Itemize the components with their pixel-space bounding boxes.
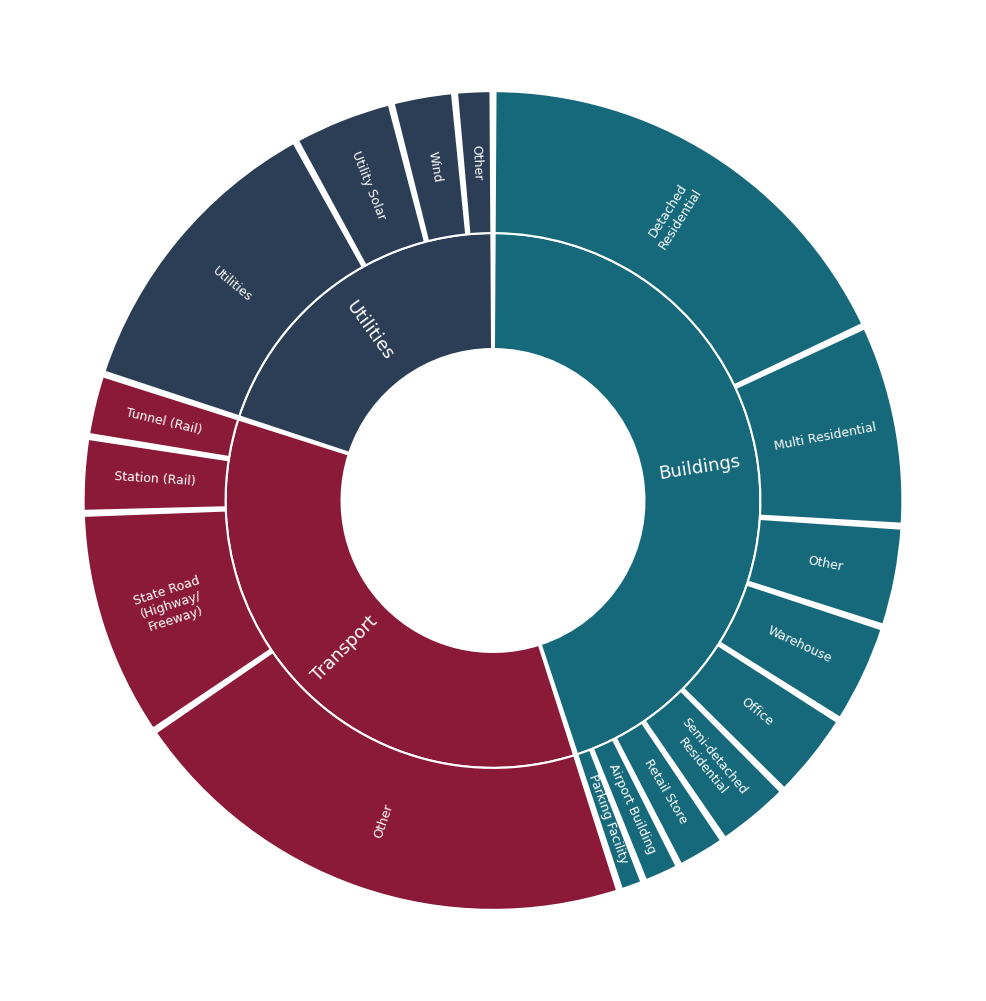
Text: Detached
Residential: Detached Residential <box>644 178 705 251</box>
Wedge shape <box>736 328 902 524</box>
Text: Warehouse: Warehouse <box>765 624 833 666</box>
Wedge shape <box>495 91 863 385</box>
Text: Transport: Transport <box>309 613 382 685</box>
Text: Office: Office <box>739 696 776 729</box>
Text: Airport Building: Airport Building <box>606 762 659 856</box>
Text: Other: Other <box>469 144 484 180</box>
Text: Utility Solar: Utility Solar <box>349 150 387 222</box>
Wedge shape <box>593 740 676 880</box>
Text: Buildings: Buildings <box>658 452 742 483</box>
Text: Wind: Wind <box>426 150 444 184</box>
Wedge shape <box>393 93 466 241</box>
Wedge shape <box>240 233 492 452</box>
Wedge shape <box>747 519 901 625</box>
Text: Station (Rail): Station (Rail) <box>114 470 196 488</box>
Wedge shape <box>105 143 363 416</box>
Text: Utilities: Utilities <box>342 298 397 364</box>
Text: Other: Other <box>807 555 844 574</box>
Wedge shape <box>457 91 491 234</box>
Wedge shape <box>683 646 837 788</box>
Wedge shape <box>494 233 760 755</box>
Wedge shape <box>84 511 271 729</box>
Text: Other: Other <box>372 802 395 840</box>
Text: Retail Store: Retail Store <box>641 757 689 827</box>
Wedge shape <box>298 104 425 265</box>
Wedge shape <box>89 376 239 457</box>
Wedge shape <box>616 723 721 864</box>
Wedge shape <box>645 691 781 838</box>
Text: Semi-detached
Residential: Semi-detached Residential <box>668 716 749 807</box>
Wedge shape <box>84 438 229 511</box>
Text: Utilities: Utilities <box>210 265 254 305</box>
Wedge shape <box>156 652 617 910</box>
Text: Tunnel (Rail): Tunnel (Rail) <box>124 406 203 436</box>
Wedge shape <box>720 585 881 718</box>
Text: State Road
(Highway/
Freeway): State Road (Highway/ Freeway) <box>132 574 211 637</box>
Text: Parking Facility: Parking Facility <box>586 773 630 865</box>
Text: Multi Residential: Multi Residential <box>773 421 878 453</box>
Wedge shape <box>577 750 641 889</box>
Wedge shape <box>226 419 574 768</box>
